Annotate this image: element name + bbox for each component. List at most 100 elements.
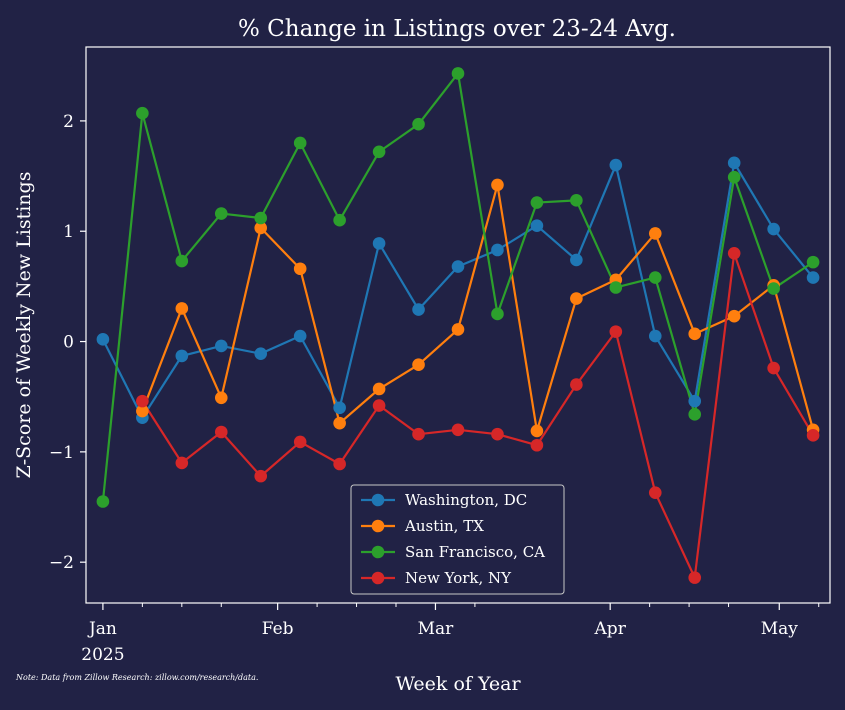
data-point [491,178,504,192]
series-line-0 [101,161,814,419]
data-point [688,571,702,584]
data-point [214,391,228,405]
data-point [451,67,465,80]
legend-box [350,484,565,595]
data-point [727,246,741,260]
source-note: Note: Data from Zillow Research: zillow.… [15,673,258,682]
data-point [491,427,504,441]
data-point [214,207,228,220]
data-point [175,302,189,315]
data-point [648,271,662,284]
x-tick-label: Apr [594,619,627,639]
y-axis-label: Z-Score of Weekly New Listings [13,172,35,479]
data-point [727,309,741,323]
x-tick-label: Jan [87,619,117,639]
data-point [727,156,741,170]
data-point [372,382,386,396]
legend-marker [371,519,385,533]
data-point [254,211,268,225]
data-point [491,307,504,321]
data-point [293,262,307,276]
data-point [175,349,189,363]
data-point [609,325,623,338]
data-point [806,429,820,442]
data-point [491,243,504,257]
data-point [530,196,544,209]
data-point [412,427,425,441]
legend-marker [371,545,385,559]
data-point [648,329,662,343]
y-tick-label: 0 [63,333,74,353]
data-point [609,281,623,294]
data-point [767,361,780,375]
data-point [175,456,189,470]
data-point [333,401,346,415]
data-point [293,435,307,449]
data-point [767,222,780,236]
data-point [412,358,425,372]
data-point [333,416,346,430]
data-point [372,145,386,159]
data-point [333,457,346,471]
legend-label: San Francisco, CA [405,543,545,561]
series-points [96,67,820,584]
x-axis: Jan 2025 Feb Mar Apr May [81,603,820,665]
y-tick-label: 1 [63,222,74,242]
x-tick-label: Mar [418,619,455,639]
legend-label: Austin, TX [404,517,484,535]
data-point [214,339,228,353]
data-point [688,408,702,421]
data-point [530,219,544,233]
data-point [175,254,189,268]
data-point [136,394,149,408]
x-tick-sublabel: 2025 [81,645,124,665]
data-point [96,495,110,508]
legend: Washington, DC Austin, TX San Francisco, C… [350,484,565,595]
data-point [372,399,386,412]
y-tick-label: −2 [49,553,74,573]
data-point [806,255,820,269]
data-point [530,438,544,452]
x-tick-label: May [761,619,799,639]
series-line-3 [141,252,815,579]
y-tick-label: 2 [63,112,74,132]
data-point [372,237,386,250]
data-point [293,136,307,150]
data-point [293,329,307,343]
legend-label: New York, NY [405,569,512,587]
data-point [767,282,780,295]
data-point [136,106,149,120]
series-line-2 [101,72,814,502]
legend-label: Washington, DC [405,491,527,509]
legend-marker [371,493,385,507]
data-point [96,333,110,346]
data-point [570,253,583,267]
data-point [333,213,346,227]
data-point [648,486,662,499]
data-point [806,271,820,284]
legend-marker [371,571,385,585]
data-point [570,194,583,207]
data-point [530,424,544,438]
data-point [254,347,268,360]
plot-frame [85,46,831,604]
data-point [412,117,425,131]
y-axis: 2 1 0 −1 −2 [49,112,86,573]
data-point [688,394,702,408]
data-point [214,425,228,439]
plot-area: 2 1 0 −1 −2 Jan 2025 Feb Mar Apr May [49,46,831,665]
series-line-1 [141,183,815,433]
data-point [254,221,268,235]
data-point [136,404,149,418]
data-point [570,378,583,391]
data-point [254,469,268,483]
chart-title: % Change in Listings over 23-24 Avg. [238,16,676,42]
data-point [451,323,465,336]
data-point [412,303,425,316]
data-point [648,227,662,240]
data-point [451,260,465,273]
y-tick-label: −1 [49,443,74,463]
data-point [688,327,702,341]
x-axis-label: Week of Year [395,673,521,695]
